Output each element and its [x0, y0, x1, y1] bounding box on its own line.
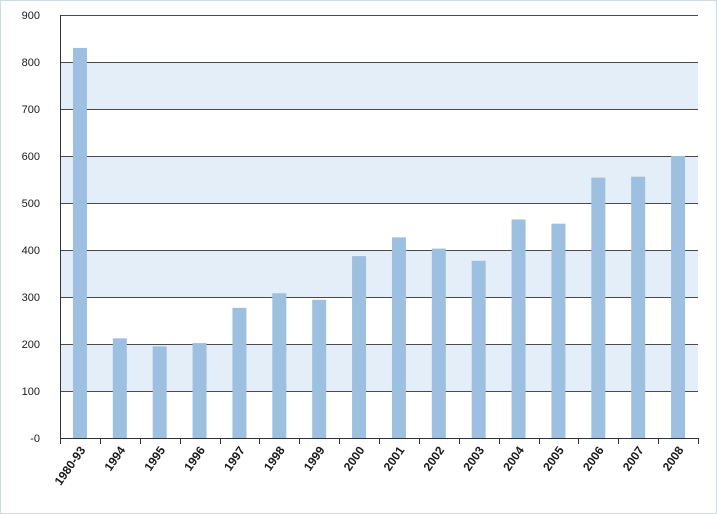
- y-tick-label: 300: [22, 292, 40, 304]
- bar-1980-93: [72, 47, 87, 439]
- x-tick-label: 2005: [540, 443, 567, 473]
- y-tick-label: -0: [30, 433, 40, 445]
- background-band: [60, 62, 698, 109]
- y-tick-label: 200: [22, 339, 40, 351]
- x-tick-label: 2007: [620, 443, 647, 473]
- x-tick-label: 1999: [301, 443, 328, 473]
- bar-1996: [192, 343, 207, 438]
- axes: [60, 15, 699, 444]
- x-tick-label: 2001: [381, 443, 408, 473]
- y-tick-label: 400: [22, 245, 40, 257]
- y-tick-label: 100: [22, 386, 40, 398]
- bar-2003: [471, 260, 486, 438]
- x-tick-label: 1998: [261, 443, 288, 473]
- bar-1995: [152, 346, 167, 438]
- x-tick-label: 2006: [580, 443, 607, 473]
- x-tick-label: 1980-93: [52, 443, 89, 487]
- y-tick-label: 500: [22, 198, 40, 210]
- y-tick-label: 600: [22, 151, 40, 163]
- x-tick-label: 1997: [221, 443, 248, 473]
- bar-2005: [551, 223, 566, 438]
- bars: [72, 47, 686, 439]
- y-tick-labels: -0 100 200 300 400 500 600 700 800 900: [22, 10, 40, 445]
- x-tick-label: 2003: [460, 443, 487, 473]
- x-tick-label: 1995: [141, 443, 168, 473]
- bar-2004: [511, 219, 526, 438]
- x-tick-label: 2000: [341, 443, 368, 473]
- bar-2001: [391, 237, 406, 438]
- x-tick-labels: 1980-93 1994 1995 1996 1997 1998 1999 2000 2001 2…: [52, 443, 687, 487]
- x-tick-label: 2008: [660, 443, 687, 473]
- x-tick-label: 1994: [101, 443, 128, 473]
- bar-1999: [312, 299, 327, 438]
- y-tick-label: 900: [22, 10, 40, 22]
- bar-2002: [431, 248, 446, 438]
- bar-1997: [232, 307, 247, 438]
- bar-1998: [272, 293, 287, 438]
- bar-2006: [591, 177, 606, 438]
- y-tick-label: 700: [22, 104, 40, 116]
- x-tick-label: 2004: [500, 443, 527, 473]
- bar-2007: [631, 176, 646, 438]
- bar-2000: [352, 256, 367, 438]
- y-tick-label: 800: [22, 57, 40, 69]
- bar-1994: [112, 338, 127, 438]
- x-tick-label: 2002: [420, 443, 447, 473]
- x-tick-label: 1996: [181, 443, 208, 473]
- bar-2008: [671, 156, 686, 438]
